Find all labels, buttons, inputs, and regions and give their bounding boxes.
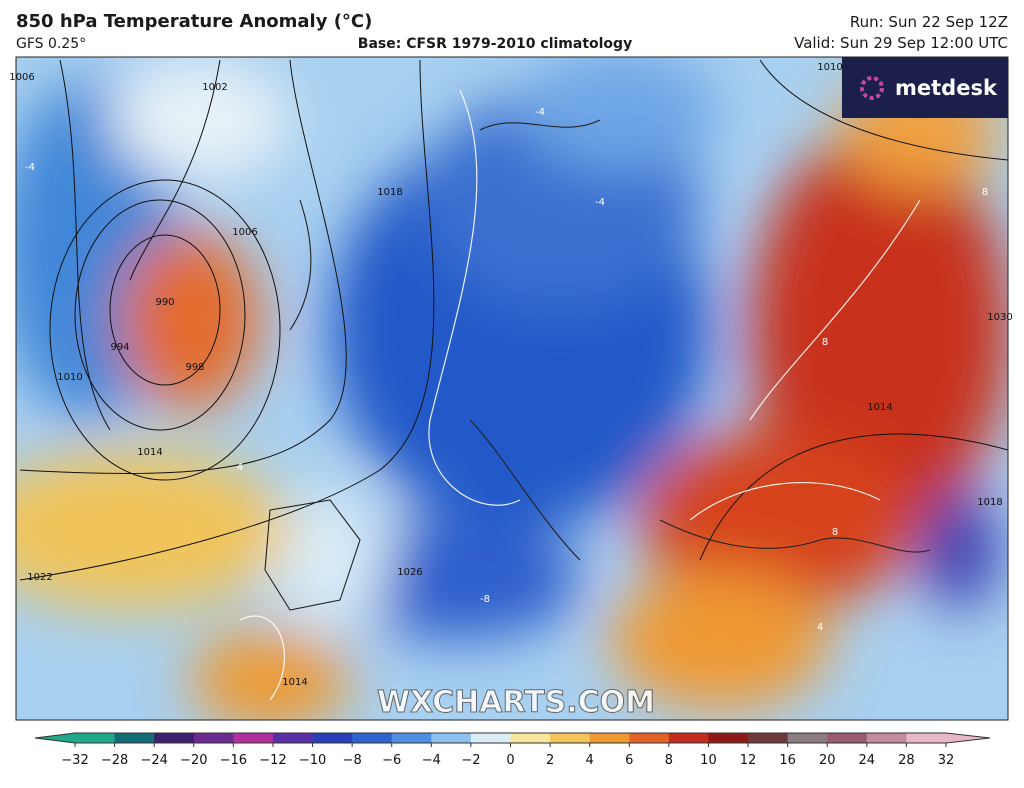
colorbar-tick-label: 12 <box>740 753 757 768</box>
colorbar-segment <box>787 733 828 743</box>
contour-label: 1030 <box>987 312 1012 323</box>
contour-label: 1002 <box>202 82 227 93</box>
colorbar-tick-label: −16 <box>220 753 247 768</box>
colorbar-segment <box>550 733 591 743</box>
contour-label: 8 <box>982 187 988 198</box>
contour-label: 1006 <box>9 72 34 83</box>
colorbar-segment <box>272 733 314 743</box>
colorbar-segment <box>154 733 195 743</box>
colorbar-segment <box>391 733 432 743</box>
contour-label: 990 <box>155 297 174 308</box>
colorbar-segment <box>589 733 630 743</box>
colorbar-segment <box>312 733 353 743</box>
contour-label: -8 <box>480 594 490 605</box>
map-frame <box>15 56 1009 721</box>
colorbar-segment <box>431 733 472 743</box>
colorbar-segment <box>470 733 511 743</box>
colorbar-segment <box>352 733 393 743</box>
colorbar-tick-label: 24 <box>859 753 876 768</box>
colorbar-tick-label: 28 <box>898 753 915 768</box>
colorbar-tick-label: −10 <box>299 753 326 768</box>
contour-label: 8 <box>822 337 828 348</box>
logo-icon <box>860 76 884 100</box>
colorbar-tick-label: −20 <box>180 753 207 768</box>
contour-label: 1026 <box>397 567 422 578</box>
model: GFS 0.25° <box>16 36 86 52</box>
colorbar-extend-high <box>946 733 990 743</box>
colorbar-segment <box>668 733 709 743</box>
colorbar-tick-label: 0 <box>506 753 514 768</box>
colorbar-tick-label: 32 <box>938 753 955 768</box>
colorbar-segment <box>866 733 907 743</box>
contour-label: 998 <box>185 362 204 373</box>
contour-label: 994 <box>110 342 129 353</box>
contour-label: -4 <box>535 107 545 118</box>
colorbar-segment <box>510 733 551 743</box>
contour-label: 1006 <box>232 227 257 238</box>
contour-label: 4 <box>237 462 243 473</box>
watermark: WXCHARTS.COM <box>377 685 655 720</box>
colorbar-tick-label: −12 <box>259 753 286 768</box>
run: Run: Sun 22 Sep 12Z <box>850 13 1008 31</box>
contour-label: 1014 <box>867 402 892 413</box>
contour-label: 1010 <box>57 372 82 383</box>
colorbar-segment <box>114 733 155 743</box>
contour-label: 1022 <box>27 572 52 583</box>
contour-label: 8 <box>832 527 838 538</box>
colorbar-tick-label: 10 <box>700 753 717 768</box>
colorbar-extend-low <box>35 733 75 743</box>
colorbar-tick-label: −4 <box>422 753 441 768</box>
contour-label: 4 <box>817 622 823 633</box>
colorbar-tick-label: 6 <box>625 753 633 768</box>
title: 850 hPa Temperature Anomaly (°C) <box>16 11 372 32</box>
colorbar-segment <box>708 733 749 743</box>
colorbar-tick-label: 2 <box>546 753 554 768</box>
colorbar-segment <box>629 733 670 743</box>
base: Base: CFSR 1979-2010 climatology <box>358 36 632 52</box>
colorbar-segment <box>75 733 116 743</box>
colorbar-segment <box>748 733 789 743</box>
colorbar-segment <box>906 733 947 743</box>
colorbar-tick-label: 8 <box>665 753 673 768</box>
colorbar-segment <box>233 733 274 743</box>
valid: Valid: Sun 29 Sep 12:00 UTC <box>794 34 1008 52</box>
contour-label: 1010 <box>817 62 842 73</box>
logo-box <box>842 57 1008 118</box>
logo: metdesk <box>895 76 998 100</box>
colorbar-tick-label: 20 <box>819 753 836 768</box>
colorbar-tick-label: −6 <box>382 753 401 768</box>
colorbar-tick-label: 4 <box>586 753 594 768</box>
map <box>16 57 1008 720</box>
colorbar-tick-label: 16 <box>779 753 796 768</box>
contour-label: 1018 <box>377 187 402 198</box>
colorbar-tick-label: −24 <box>140 753 167 768</box>
contour-label: -4 <box>595 197 605 208</box>
contour-label: -4 <box>25 162 35 173</box>
colorbar-tick-label: −8 <box>343 753 362 768</box>
colorbar-segment <box>193 733 234 743</box>
colorbar-segment <box>827 733 868 743</box>
contour-label: 1014 <box>137 447 162 458</box>
colorbar-tick-label: −28 <box>101 753 128 768</box>
colorbar-tick-label: −2 <box>461 753 480 768</box>
contour-label: 1014 <box>282 677 307 688</box>
contour-label: 1018 <box>977 497 1002 508</box>
colorbar-tick-label: −32 <box>61 753 88 768</box>
